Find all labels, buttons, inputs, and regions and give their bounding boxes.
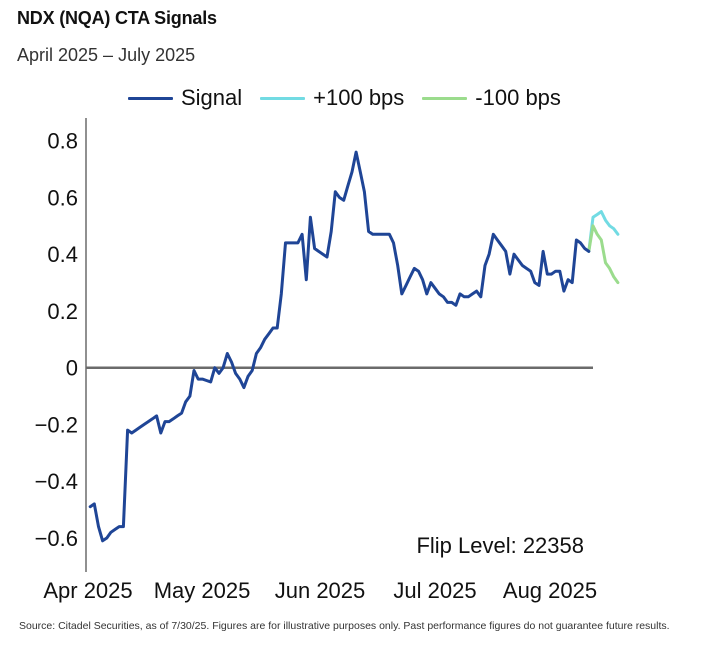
x-tick-label: Jun 2025 xyxy=(275,578,366,603)
chart-title: NDX (NQA) CTA Signals xyxy=(17,8,217,28)
y-tick-label: 0.2 xyxy=(47,299,78,324)
y-tick-label: −0.6 xyxy=(35,526,78,551)
legend-label-plus-100-bps: +100 bps xyxy=(313,85,405,110)
x-tick-label: May 2025 xyxy=(154,578,251,603)
y-tick-label: 0.8 xyxy=(47,129,78,154)
legend-item-plus-100-bps: +100 bps xyxy=(260,85,404,111)
source-note: Source: Citadel Securities, as of 7/30/2… xyxy=(19,620,670,632)
legend-swatch-signal xyxy=(128,96,173,100)
y-tick-label: 0 xyxy=(66,356,78,381)
legend-label-minus-100-bps: -100 bps xyxy=(475,85,561,110)
legend-swatch-minus-100-bps xyxy=(422,96,468,100)
y-tick-label: 0.6 xyxy=(47,185,78,210)
series-line-plusminus-100-bps xyxy=(587,210,620,253)
legend-label-signal: Signal xyxy=(181,85,243,110)
flip-level-annotation: Flip Level: 22358 xyxy=(416,533,584,558)
series-line-minus-100-bps xyxy=(587,224,620,285)
series-line-signal xyxy=(88,150,591,543)
legend-item-minus-100-bps: -100 bps xyxy=(422,85,561,111)
chart-subtitle: April 2025 – July 2025 xyxy=(17,45,196,65)
legend-item-signal: Signal xyxy=(128,85,242,111)
legend: Signal +100 bps -100 bps xyxy=(128,85,579,111)
y-tick-label: −0.2 xyxy=(35,412,78,437)
y-tick-label: −0.4 xyxy=(35,469,78,494)
y-tick-label: 0.4 xyxy=(47,242,78,267)
x-tick-label: Jul 2025 xyxy=(393,578,476,603)
cta-signal-chart: 0.8 0.6 0.4 0.2 0 −0.2 −0.4 −0.6 Apr 2025 May 202… xyxy=(35,118,620,603)
legend-swatch-plus-100-bps xyxy=(260,96,306,100)
x-tick-label: Aug 2025 xyxy=(503,578,597,603)
x-tick-label: Apr 2025 xyxy=(43,578,132,603)
